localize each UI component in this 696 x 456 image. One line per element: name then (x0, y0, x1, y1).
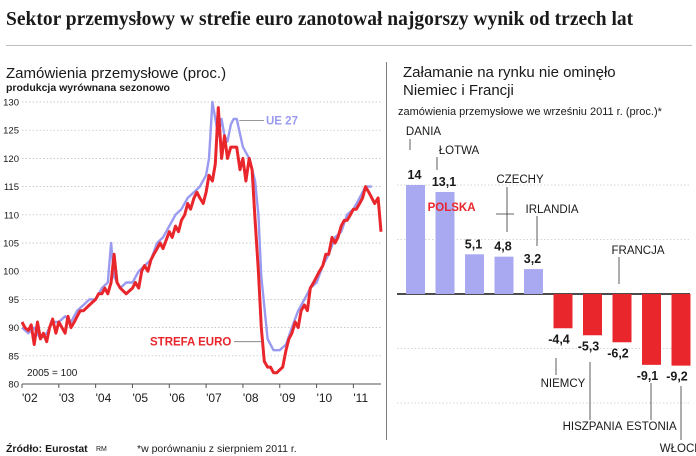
y-tick-label: 80 (8, 380, 19, 391)
bar-category-label: DANIA (406, 126, 441, 138)
bar-category-label: ESTONIA (626, 421, 677, 433)
bar-chart-subtitle: zamówienia przemysłowe we wrześniu 2011 … (398, 106, 662, 118)
headline: Sektor przemysłowy w strefie euro zanoto… (6, 9, 634, 30)
x-tick-label: '09 (280, 391, 296, 405)
y-tick-label: 125 (3, 126, 19, 137)
line-chart-subtitle: produkcja wyrównana sezonowo (6, 82, 170, 94)
x-tick-label: '02 (22, 391, 38, 405)
bar-estonia (642, 294, 661, 365)
bar-włochy (671, 294, 691, 366)
bar-czechy (494, 256, 514, 294)
bar-value-label: 5,1 (465, 237, 482, 251)
line-chart-title: Zamówienia przemysłowe (proc.) (6, 65, 227, 82)
panel-divider (386, 62, 387, 440)
ue27-label: UE 27 (266, 116, 298, 128)
x-tick-label: '03 (59, 391, 75, 405)
x-tick-label: '04 (96, 391, 112, 405)
y-tick-label: 90 (8, 323, 19, 334)
bar-category-label: FRANCJA (611, 245, 664, 257)
y-tick-label: 105 (3, 239, 19, 250)
series-line-strefa-euro (20, 106, 383, 375)
bar-irlandia (524, 269, 543, 294)
x-tick-label: '10 (317, 391, 333, 405)
x-tick-label: '05 (132, 391, 148, 405)
bar-value-label: -6,2 (607, 346, 629, 360)
bar-value-label: 14 (408, 168, 422, 182)
bar-niemcy (553, 294, 573, 329)
bar-hiszpania (583, 294, 602, 336)
bar-polska (465, 254, 484, 294)
bar-value-label: -9,1 (637, 369, 659, 383)
bar-category-label: POLSKA (428, 202, 476, 214)
series-line-ue27 (21, 100, 372, 352)
source-note: Źródło: Eurostat (6, 443, 88, 455)
bar-value-label: -5,3 (578, 339, 600, 353)
x-tick-label: '08 (243, 391, 259, 405)
bar-category-label: WŁOCHY (660, 443, 696, 455)
footnote: *w porównaniu z sierpniem 2011 r. (137, 443, 297, 455)
bar-dania (406, 185, 425, 294)
base-year-note: 2005 = 100 (27, 368, 78, 379)
bar-value-label: -4,4 (548, 332, 570, 346)
bar-category-label: ŁOTWA (439, 145, 480, 157)
author-mark: RM (96, 446, 107, 453)
y-tick-label: 110 (4, 210, 19, 221)
bar-value-label: -9,2 (666, 370, 688, 384)
headline-rule (6, 45, 692, 46)
y-tick-label: 85 (8, 351, 19, 362)
bar-value-label: 4,8 (494, 240, 511, 254)
y-tick-label: 120 (3, 154, 19, 165)
y-tick-label: 130 (3, 98, 19, 109)
bar-category-label: HISZPANIA (563, 421, 623, 433)
bar-category-label: IRLANDIA (526, 204, 579, 216)
bar-category-label: NIEMCY (541, 378, 586, 390)
bar-value-label: 13,1 (432, 175, 456, 189)
bar-łotwa (435, 192, 455, 294)
y-tick-label: 100 (3, 267, 19, 278)
y-tick-label: 95 (8, 295, 19, 306)
x-tick-label: '06 (169, 391, 185, 405)
bar-value-label: 3,2 (524, 252, 541, 266)
y-tick-label: 115 (4, 182, 19, 193)
bar-francja (612, 294, 632, 343)
x-tick-label: '07 (206, 391, 222, 405)
bar-chart-title: Załamanie na rynku nie ominęło Niemiec i… (403, 64, 616, 99)
strefa-euro-label: STREFA EURO (150, 337, 231, 349)
bar-category-label: CZECHY (496, 174, 544, 186)
x-tick-label: '11 (353, 391, 368, 405)
